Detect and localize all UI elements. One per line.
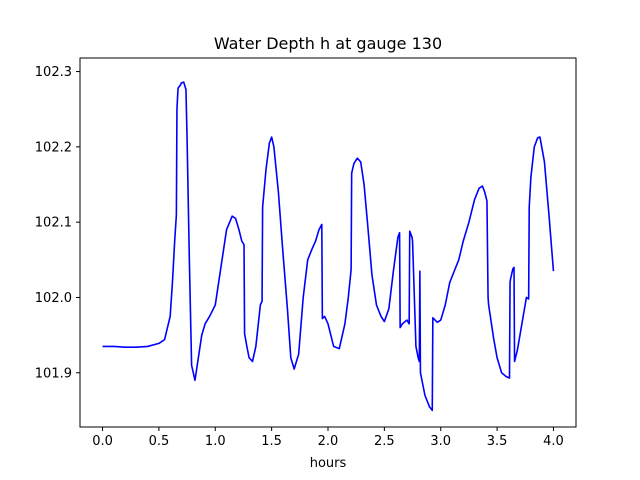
x-tick-label: 1.0	[205, 434, 226, 449]
x-tick-label: 3.5	[487, 434, 508, 449]
x-tick-label: 4.0	[543, 434, 564, 449]
y-axis: 101.9 102.0 102.1 102.2 102.3	[35, 65, 80, 381]
y-tick-label: 102.1	[35, 216, 72, 231]
x-tick-label: 1.5	[261, 434, 282, 449]
x-tick-label: 0.5	[149, 434, 170, 449]
y-tick-label: 102.3	[35, 65, 72, 80]
x-axis: 0.0 0.5 1.0 1.5 2.0 2.5 3.0 3.5 4.0	[92, 427, 564, 449]
chart-title: Water Depth h at gauge 130	[214, 34, 442, 53]
x-tick-label: 3.0	[430, 434, 451, 449]
y-tick-label: 102.0	[35, 291, 72, 306]
x-tick-label: 2.0	[318, 434, 339, 449]
x-tick-label: 2.5	[374, 434, 395, 449]
series-line-0	[102, 81, 555, 412]
x-tick-label: 0.0	[92, 434, 113, 449]
y-tick-label: 101.9	[35, 366, 72, 381]
y-tick-label: 102.2	[35, 140, 72, 155]
x-axis-label: hours	[310, 456, 347, 471]
series-layer	[102, 81, 555, 412]
